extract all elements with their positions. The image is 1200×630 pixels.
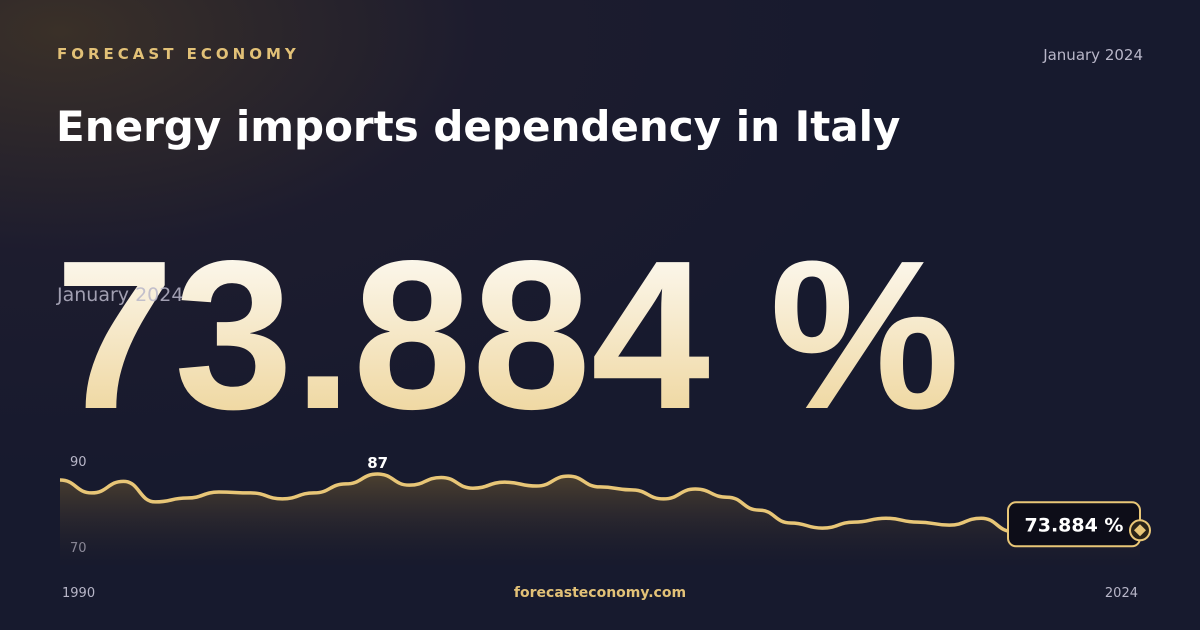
y-tick-label: 90 xyxy=(70,455,87,470)
end-label: 73.884 % xyxy=(1025,514,1124,536)
headline-value: 73.884 % xyxy=(55,216,960,453)
line xyxy=(59,472,1141,534)
x-tick-label: 2024 xyxy=(1105,586,1138,601)
peak-label: 87 xyxy=(367,454,388,472)
chart-title: Energy imports dependency in Italy xyxy=(56,102,900,151)
area xyxy=(60,474,1140,565)
x-tick-label: 1990 xyxy=(62,586,95,601)
source: forecasteconomy.com xyxy=(514,585,686,601)
end-marker-core xyxy=(1134,524,1146,537)
subtitle: January 2024 xyxy=(56,284,183,306)
brand: FORECAST ECONOMY xyxy=(57,45,300,63)
date: January 2024 xyxy=(1042,46,1143,64)
